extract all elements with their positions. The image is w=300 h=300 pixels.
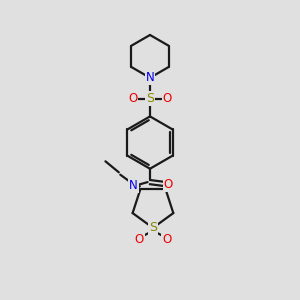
Text: S: S	[149, 221, 157, 234]
Text: O: O	[162, 233, 172, 246]
Text: O: O	[128, 92, 137, 105]
Text: O: O	[163, 92, 172, 105]
Text: S: S	[146, 92, 154, 105]
Text: O: O	[134, 233, 144, 246]
Text: N: N	[129, 179, 138, 192]
Text: N: N	[146, 71, 154, 84]
Text: O: O	[164, 178, 173, 191]
